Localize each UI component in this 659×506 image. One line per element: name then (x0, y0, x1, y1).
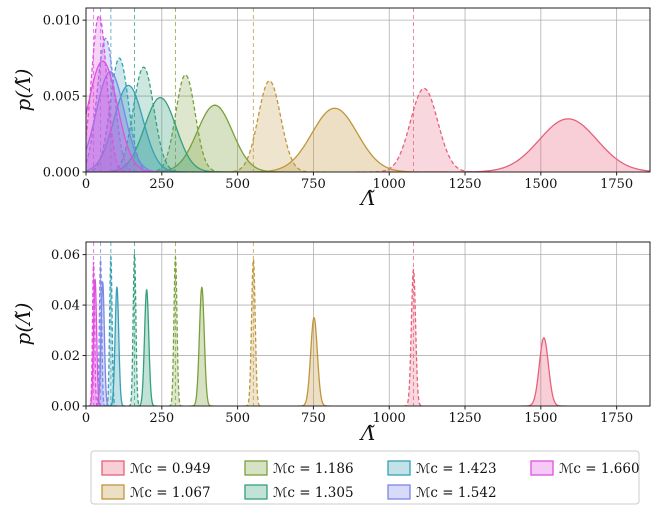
dashed-posterior-fill (104, 257, 117, 406)
dashed-posterior-fill (355, 88, 493, 172)
dashed-posterior-fill (86, 15, 137, 172)
y-tick-label: 0.00 (51, 400, 80, 415)
y-tick-label: 0.000 (43, 166, 80, 181)
x-axis-label: Λ̃ (359, 186, 375, 210)
solid-posterior-fill (521, 337, 567, 406)
legend-swatch (244, 484, 268, 500)
x-tick-label: 0 (82, 411, 90, 426)
x-tick-label: 0 (82, 177, 90, 192)
solid-posterior-fill (220, 108, 449, 172)
x-tick-label: 250 (149, 411, 174, 426)
legend-label: ℳc = 1.067 (130, 485, 211, 501)
legend-swatch (101, 460, 125, 476)
solid-posterior-fill (87, 279, 103, 406)
plot-area (87, 242, 567, 406)
dashed-posterior-curve (244, 257, 263, 406)
y-tick-label: 0.02 (51, 349, 80, 364)
legend-swatch (244, 460, 268, 476)
x-tick-label: 1750 (600, 411, 633, 426)
legend-label: ℳc = 1.423 (416, 461, 497, 477)
legend-box (90, 450, 640, 505)
solid-posterior-fill (86, 85, 202, 172)
dashed-posterior-fill (167, 257, 184, 406)
x-tick-label: 500 (225, 411, 250, 426)
solid-posterior-fill (136, 289, 158, 406)
y-axis-label: p(Λ̃) (11, 69, 35, 112)
legend-label: ℳc = 1.660 (559, 461, 640, 477)
dashed-posterior-fill (136, 74, 234, 172)
solid-posterior-fill (86, 61, 176, 172)
x-tick-label: 1250 (448, 177, 481, 192)
legend-label: ℳc = 0.949 (130, 461, 211, 477)
legend-label: ℳc = 1.305 (273, 485, 354, 501)
legend: ℳc = 0.949 ℳc = 1.186 ℳc = 1.423 ℳc = 1.660… (90, 450, 640, 505)
dashed-posterior-curve (167, 255, 184, 406)
dashed-posterior-curve (402, 268, 425, 406)
legend-label: ℳc = 1.542 (416, 485, 497, 501)
dashed-posterior-curve (92, 66, 196, 172)
dashed-posterior-fill (127, 254, 142, 406)
legend-swatch (387, 484, 411, 500)
x-tick-label: 250 (149, 177, 174, 192)
solid-posterior-fill (94, 282, 112, 406)
y-tick-label: 0.04 (51, 299, 80, 314)
solid-posterior-fill (424, 118, 650, 172)
dashed-posterior-fill (94, 259, 107, 406)
panel-bottom: 0 250 500 750 1000 1250 1500 1750 0.00 0.02 0.04 0.… (11, 241, 651, 445)
solid-posterior-fill (86, 97, 240, 172)
y-axis-label: p(Λ̃) (11, 303, 35, 346)
y-tick-label: 0.06 (51, 248, 80, 263)
solid-posterior-fill (189, 287, 214, 406)
legend-swatch (530, 460, 554, 476)
y-tick-label: 0.005 (43, 90, 80, 105)
dashed-posterior-curve (127, 252, 142, 406)
x-tick-label: 500 (225, 177, 250, 192)
legend-swatch (101, 484, 125, 500)
solid-posterior-fill (297, 317, 331, 406)
dashed-posterior-fill (213, 80, 326, 172)
x-tick-label: 750 (301, 411, 326, 426)
dashed-posterior-curve (104, 254, 117, 406)
solid-posterior-fill (107, 287, 127, 406)
legend-swatch (387, 460, 411, 476)
x-tick-label: 1000 (373, 411, 406, 426)
x-tick-label: 1500 (524, 177, 557, 192)
axes-frame (85, 241, 651, 407)
plot-area (86, 8, 650, 172)
dashed-posterior-fill (86, 38, 149, 172)
y-tick-label: 0.010 (43, 14, 80, 29)
solid-posterior-fill (86, 71, 180, 172)
x-tick-label: 1000 (373, 177, 406, 192)
legend-label: ℳc = 1.186 (273, 461, 354, 477)
axes-frame (85, 7, 651, 173)
x-axis-label: Λ̃ (359, 421, 375, 445)
x-tick-label: 1750 (600, 177, 633, 192)
x-tick-label: 1500 (524, 411, 557, 426)
dashed-posterior-fill (244, 259, 263, 406)
x-tick-label: 1250 (448, 411, 481, 426)
x-tick-label: 750 (301, 177, 326, 192)
solid-posterior-fill (126, 105, 303, 172)
dashed-posterior-curve (88, 262, 99, 406)
dashed-posterior-fill (402, 269, 425, 406)
dashed-posterior-fill (88, 262, 99, 406)
panel-top: 0 250 500 750 1000 1250 1500 1750 0.000 0.005 0.01… (11, 7, 651, 210)
